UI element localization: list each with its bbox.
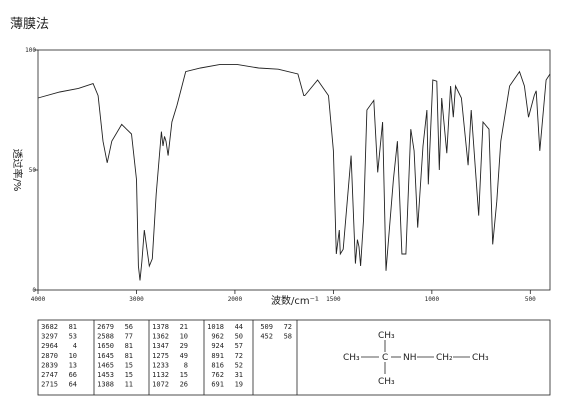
peak-wavenumber: 1650 bbox=[97, 342, 114, 350]
y-axis-label: 透过率/% bbox=[11, 149, 24, 192]
peak-transmittance: 10 bbox=[69, 352, 77, 360]
peak-wavenumber: 452 bbox=[260, 333, 273, 341]
peak-transmittance: 81 bbox=[125, 352, 133, 360]
peak-wavenumber: 1388 bbox=[97, 381, 114, 389]
spectrum-line bbox=[37, 63, 551, 281]
peak-transmittance: 19 bbox=[235, 381, 243, 389]
peak-wavenumber: 1233 bbox=[152, 361, 169, 369]
peak-wavenumber: 1362 bbox=[152, 333, 169, 341]
peak-wavenumber: 2747 bbox=[41, 371, 58, 379]
peak-wavenumber: 1378 bbox=[152, 323, 169, 331]
peak-transmittance: 72 bbox=[235, 352, 243, 360]
structure-text: CH₃ bbox=[343, 353, 360, 363]
peak-wavenumber: 3297 bbox=[41, 333, 58, 341]
peak-transmittance: 15 bbox=[180, 371, 188, 379]
plot-frame bbox=[37, 49, 551, 291]
peak-transmittance: 53 bbox=[69, 333, 77, 341]
peak-transmittance: 81 bbox=[125, 342, 133, 350]
peak-transmittance: 4 bbox=[73, 342, 77, 350]
peak-wavenumber: 1018 bbox=[207, 323, 224, 331]
peak-transmittance: 26 bbox=[180, 381, 188, 389]
x-tick-label: 500 bbox=[525, 296, 536, 303]
peak-transmittance: 11 bbox=[125, 381, 133, 389]
peak-wavenumber: 762 bbox=[211, 371, 224, 379]
x-tick-label: 1000 bbox=[425, 296, 440, 303]
peak-wavenumber: 2679 bbox=[97, 323, 114, 331]
peak-wavenumber: 924 bbox=[211, 342, 224, 350]
peak-transmittance: 56 bbox=[125, 323, 133, 331]
structure-text: CH₃ bbox=[378, 377, 395, 387]
y-tick-label: 0 bbox=[32, 287, 36, 294]
peak-transmittance: 15 bbox=[125, 371, 133, 379]
peak-wavenumber: 691 bbox=[211, 381, 224, 389]
peak-transmittance: 77 bbox=[125, 333, 133, 341]
peak-transmittance: 66 bbox=[69, 371, 77, 379]
peak-wavenumber: 1132 bbox=[152, 371, 169, 379]
peak-wavenumber: 1072 bbox=[152, 381, 169, 389]
peak-wavenumber: 1465 bbox=[97, 361, 114, 369]
peak-transmittance: 58 bbox=[284, 333, 292, 341]
peak-transmittance: 10 bbox=[180, 333, 188, 341]
peak-transmittance: 50 bbox=[235, 333, 243, 341]
peak-wavenumber: 509 bbox=[260, 323, 273, 331]
peak-wavenumber: 2964 bbox=[41, 342, 58, 350]
peak-transmittance: 15 bbox=[125, 361, 133, 369]
y-tick-label: 50 bbox=[29, 167, 37, 174]
peak-wavenumber: 2870 bbox=[41, 352, 58, 360]
peak-wavenumber: 1645 bbox=[97, 352, 114, 360]
peak-wavenumber: 2839 bbox=[41, 361, 58, 369]
peak-transmittance: 81 bbox=[69, 323, 77, 331]
peak-transmittance: 49 bbox=[180, 352, 188, 360]
y-tick-label: 100 bbox=[25, 47, 36, 54]
peak-transmittance: 31 bbox=[235, 371, 243, 379]
peak-transmittance: 64 bbox=[69, 381, 77, 389]
x-axis-label: 波数/cm⁻¹ bbox=[271, 294, 319, 307]
peak-transmittance: 21 bbox=[180, 323, 188, 331]
structure-text: CH₂ bbox=[436, 353, 453, 363]
peak-transmittance: 8 bbox=[184, 361, 188, 369]
structure-text: CH₃ bbox=[472, 353, 489, 363]
x-tick-label: 3000 bbox=[129, 296, 144, 303]
bonds bbox=[361, 340, 470, 374]
table-dividers bbox=[93, 320, 298, 395]
peak-wavenumber: 2715 bbox=[41, 381, 58, 389]
peak-transmittance: 44 bbox=[235, 323, 243, 331]
peak-wavenumber: 1275 bbox=[152, 352, 169, 360]
x-tick-label: 2000 bbox=[228, 296, 243, 303]
peak-transmittance: 29 bbox=[180, 342, 188, 350]
peak-transmittance: 13 bbox=[69, 361, 77, 369]
structure-text: NH bbox=[403, 353, 417, 363]
structure-text: C bbox=[382, 353, 388, 363]
peak-wavenumber: 816 bbox=[211, 361, 224, 369]
peak-transmittance: 57 bbox=[235, 342, 243, 350]
peak-wavenumber: 1453 bbox=[97, 371, 114, 379]
x-tick-label: 4000 bbox=[31, 296, 46, 303]
table-frame bbox=[37, 319, 551, 396]
structure-text: CH₃ bbox=[378, 331, 395, 341]
peak-wavenumber: 962 bbox=[211, 333, 224, 341]
peak-wavenumber: 3682 bbox=[41, 323, 58, 331]
peak-wavenumber: 891 bbox=[211, 352, 224, 360]
peak-wavenumber: 1347 bbox=[152, 342, 169, 350]
peak-transmittance: 72 bbox=[284, 323, 292, 331]
chart-title: 薄膜法 bbox=[10, 17, 49, 32]
peak-transmittance: 52 bbox=[235, 361, 243, 369]
x-tick-label: 1500 bbox=[326, 296, 341, 303]
peak-wavenumber: 2588 bbox=[97, 333, 114, 341]
